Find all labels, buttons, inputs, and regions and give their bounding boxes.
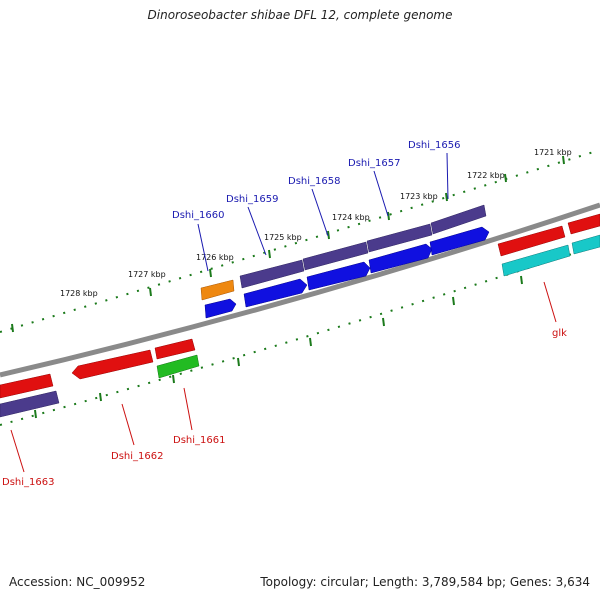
gene-label-dshi-1663[interactable]: Dshi_1663 [2, 477, 54, 488]
genome-backbone [0, 202, 600, 378]
tick-label-1727: 1727 kbp [128, 270, 166, 279]
gene-label-glk[interactable]: glk [552, 328, 567, 339]
gene-red-right-1[interactable] [497, 225, 566, 257]
gene-blue-2[interactable] [243, 278, 308, 308]
gene-block-purple-4[interactable] [430, 204, 487, 235]
gene-label-dshi-1661[interactable]: Dshi_1661 [173, 435, 225, 446]
gene-red-1662[interactable] [71, 349, 154, 380]
gene-block-purple-3[interactable] [366, 223, 433, 253]
gene-label-dshi-1662[interactable]: Dshi_1662 [111, 451, 163, 462]
tick-label-1724: 1724 kbp [332, 213, 370, 222]
gene-label-dshi-1658[interactable]: Dshi_1658 [288, 176, 340, 187]
gene-block-purple-1[interactable] [239, 259, 305, 289]
tick-label-1728: 1728 kbp [60, 289, 98, 298]
gene-label-dshi-1659[interactable]: Dshi_1659 [226, 194, 278, 205]
upper-outer-features [200, 204, 600, 301]
gene-blue-1[interactable] [204, 298, 237, 319]
tick-labels: 1721 kbp 1722 kbp 1723 kbp 1724 kbp 1725… [60, 148, 572, 298]
gene-blue-5[interactable] [429, 226, 490, 256]
major-ticks [11, 155, 565, 419]
gene-blue-3[interactable] [306, 261, 371, 291]
tick-label-1721: 1721 kbp [534, 148, 572, 157]
gene-blue-4[interactable] [368, 243, 433, 274]
tick-label-1725: 1725 kbp [264, 233, 302, 242]
upper-inner-features [204, 226, 600, 319]
tick-label-1722: 1722 kbp [467, 171, 505, 180]
gene-red-left-1[interactable] [0, 373, 54, 399]
gene-label-dshi-1660[interactable]: Dshi_1660 [172, 210, 224, 221]
gene-red-right-2[interactable] [567, 213, 600, 235]
gene-block-purple-2[interactable] [302, 241, 369, 271]
gene-red-1661[interactable] [154, 338, 196, 360]
map-title: Dinoroseobacter shibae DFL 12, complete … [147, 8, 453, 22]
gene-green-1661[interactable] [156, 354, 200, 379]
genome-info-text: Topology: circular; Length: 3,789,584 bp… [260, 575, 590, 589]
tick-label-1726: 1726 kbp [196, 253, 234, 262]
tick-label-1723: 1723 kbp [400, 192, 438, 201]
gene-labels: Dshi_1656 Dshi_1657 Dshi_1658 Dshi_1659 … [2, 140, 567, 488]
lower-features [0, 338, 200, 418]
gene-purple-1663[interactable] [0, 390, 60, 418]
gene-cyan-1[interactable] [501, 244, 571, 277]
gene-cyan-2[interactable] [571, 234, 600, 255]
gene-label-dshi-1657[interactable]: Dshi_1657 [348, 158, 400, 169]
callout-lines [10, 152, 557, 473]
accession-text: Accession: NC_009952 [9, 575, 146, 589]
gene-label-dshi-1656[interactable]: Dshi_1656 [408, 140, 460, 151]
gene-1660-orange[interactable] [200, 279, 235, 301]
